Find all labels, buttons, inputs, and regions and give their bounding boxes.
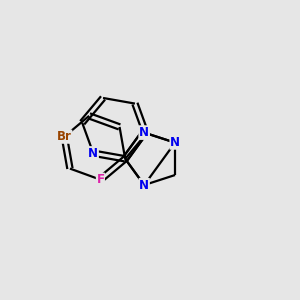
Text: N: N — [139, 178, 149, 191]
Text: N: N — [170, 136, 180, 149]
Text: S: S — [140, 178, 149, 191]
Text: N: N — [88, 147, 98, 160]
Text: Br: Br — [57, 130, 72, 143]
Text: F: F — [96, 173, 104, 186]
Text: N: N — [139, 126, 149, 139]
Text: N: N — [139, 126, 149, 139]
